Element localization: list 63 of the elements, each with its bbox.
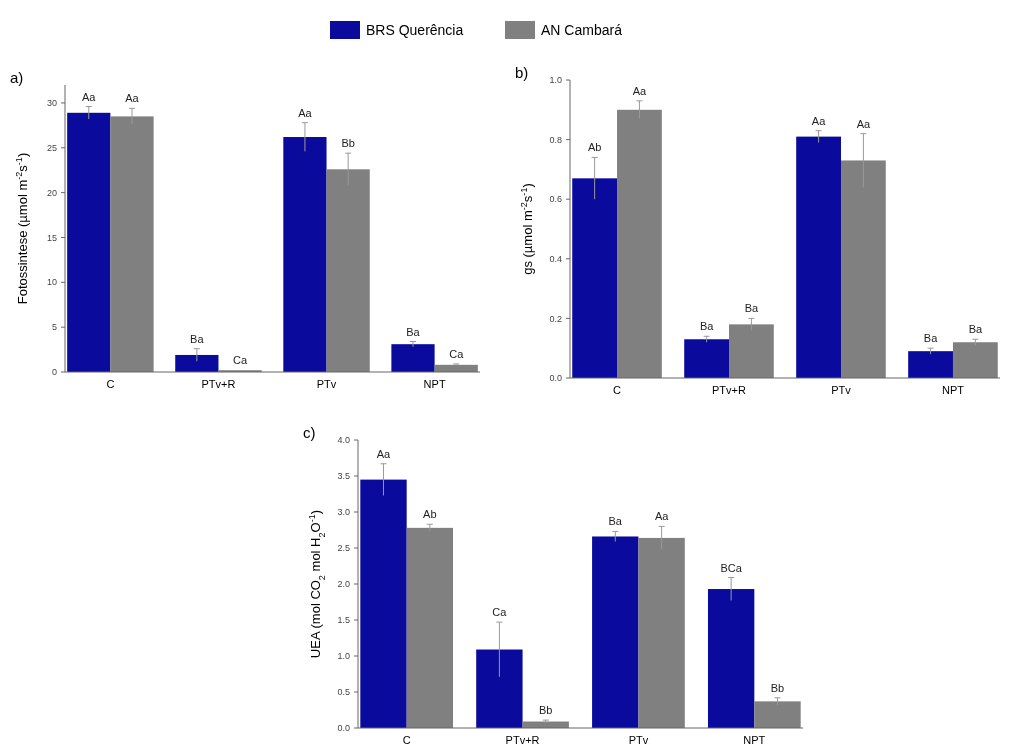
y-tick-label: 4.0 (337, 435, 350, 446)
chart-title: b) (515, 64, 529, 81)
y-tick-label: 2.0 (337, 579, 350, 590)
data-label: Ba (699, 320, 715, 333)
data-label: Ca (449, 347, 465, 360)
data-label: Aa (856, 117, 871, 130)
data-label: Bb (539, 704, 553, 717)
y-tick-label: 0.0 (549, 373, 562, 384)
x-tick-label: PTv+R (712, 384, 747, 396)
data-label: Aa (376, 447, 392, 460)
data-label: Ba (744, 302, 760, 315)
y-tick-label: 1.0 (337, 651, 350, 662)
y-tick-label: 15 (46, 232, 57, 243)
y-tick-label: 0.6 (549, 194, 562, 205)
x-tick-label: PTv (628, 734, 649, 746)
y-tick-label: 25 (46, 142, 57, 153)
data-label: Bb (341, 137, 355, 150)
data-label: Ba (190, 332, 205, 345)
data-label: Ba (406, 325, 421, 338)
y-tick-label: 0.0 (337, 723, 350, 734)
x-tick-label: NPT (941, 384, 965, 396)
x-tick-label: C (106, 378, 115, 390)
x-tick-label: C (613, 384, 622, 396)
data-label: Aa (298, 106, 313, 119)
data-label: Aa (632, 84, 648, 97)
data-label: Bb (770, 681, 785, 694)
data-label: Ca (233, 354, 248, 367)
x-tick-label: C (402, 734, 411, 746)
data-label: Ab (423, 508, 437, 521)
data-label: BCa (720, 561, 743, 574)
y-tick-label: 0.5 (337, 687, 350, 698)
x-tick-label: PTv+R (201, 378, 236, 390)
y-tick-label: 5 (51, 322, 57, 333)
chart-title: a) (10, 69, 24, 86)
data-label: Ba (923, 332, 939, 345)
legend-label: BRS Querência (366, 21, 464, 38)
x-tick-label: NPT (423, 378, 446, 390)
y-tick-label: 3.0 (337, 507, 350, 518)
x-tick-label: PTv+R (505, 734, 540, 746)
data-label: Ab (587, 141, 602, 154)
y-tick-label: 20 (46, 187, 57, 198)
x-tick-label: PTv (316, 378, 337, 390)
y-tick-label: 10 (46, 277, 57, 288)
legend-label: AN Cambará (541, 21, 623, 38)
data-label: Aa (654, 510, 670, 523)
x-tick-label: PTv (831, 384, 852, 396)
data-label: Aa (82, 90, 97, 103)
y-tick-label: 0 (51, 367, 57, 378)
data-label: Ba (608, 515, 623, 528)
y-tick-label: 1.0 (549, 75, 562, 86)
y-tick-label: 0.4 (549, 253, 562, 264)
y-tick-label: 1.5 (337, 615, 350, 626)
data-label: Aa (125, 92, 140, 105)
data-label: Ca (492, 606, 508, 619)
y-tick-label: 2.5 (337, 543, 350, 554)
x-tick-label: NPT (743, 734, 766, 746)
y-tick-label: 0.8 (549, 134, 562, 145)
y-tick-label: 0.2 (549, 313, 562, 324)
data-label: Ba (968, 323, 983, 336)
y-tick-label: 3.5 (337, 471, 350, 482)
chart-title: c) (303, 424, 316, 441)
data-label: Aa (811, 114, 827, 127)
y-tick-label: 30 (46, 98, 57, 109)
